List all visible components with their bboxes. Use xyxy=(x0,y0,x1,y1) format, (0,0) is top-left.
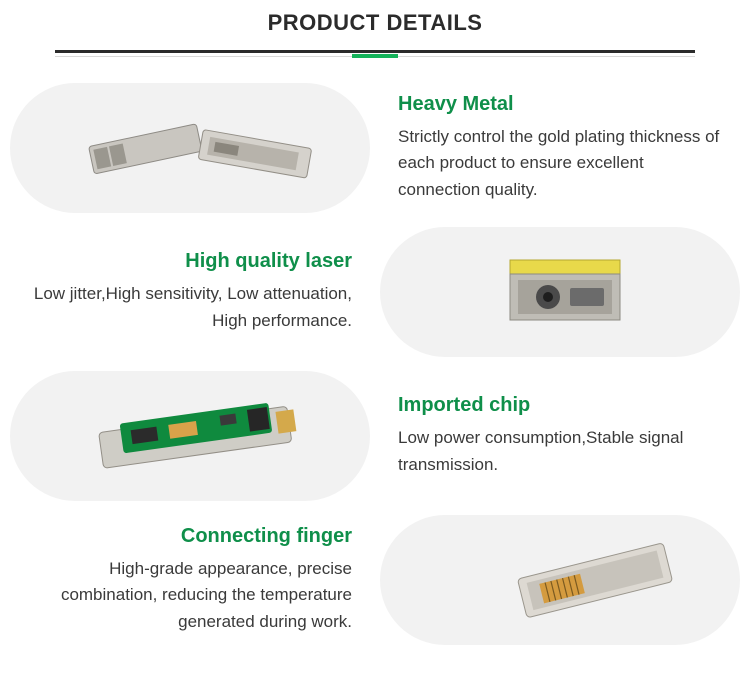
feature-text: High quality laser Low jitter,High sensi… xyxy=(10,250,362,334)
feature-title: Connecting finger xyxy=(20,525,352,548)
feature-image-laser xyxy=(380,227,740,357)
title-divider xyxy=(55,50,695,53)
section-header: PRODUCT DETAILS xyxy=(0,0,750,53)
laser-module-icon xyxy=(420,242,700,342)
feature-row: High quality laser Low jitter,High sensi… xyxy=(10,227,740,357)
feature-row: Imported chip Low power consumption,Stab… xyxy=(10,371,740,501)
feature-row: Connecting finger High-grade appearance,… xyxy=(10,515,740,645)
feature-text: Heavy Metal Strictly control the gold pl… xyxy=(388,93,740,203)
feature-row: Heavy Metal Strictly control the gold pl… xyxy=(10,83,740,213)
divider-accent xyxy=(352,54,398,58)
section-title: PRODUCT DETAILS xyxy=(0,10,750,36)
divider-bar xyxy=(55,50,695,53)
feature-body: Low jitter,High sensitivity, Low attenua… xyxy=(20,281,352,334)
metal-housing-icon xyxy=(50,98,330,198)
feature-body: High-grade appearance, precise combinati… xyxy=(20,556,352,635)
feature-image-chip xyxy=(10,371,370,501)
feature-title: Imported chip xyxy=(398,394,730,417)
feature-title: High quality laser xyxy=(20,250,352,273)
feature-body: Strictly control the gold plating thickn… xyxy=(398,124,730,203)
connector-finger-icon xyxy=(420,530,700,630)
feature-text: Imported chip Low power consumption,Stab… xyxy=(388,394,740,478)
feature-body: Low power consumption,Stable signal tran… xyxy=(398,425,730,478)
pcb-chip-icon xyxy=(50,386,330,486)
feature-text: Connecting finger High-grade appearance,… xyxy=(10,525,362,635)
feature-title: Heavy Metal xyxy=(398,93,730,116)
feature-image-connector xyxy=(380,515,740,645)
feature-rows: Heavy Metal Strictly control the gold pl… xyxy=(0,83,750,679)
feature-image-heavy-metal xyxy=(10,83,370,213)
product-details-section: PRODUCT DETAILS xyxy=(0,0,750,679)
